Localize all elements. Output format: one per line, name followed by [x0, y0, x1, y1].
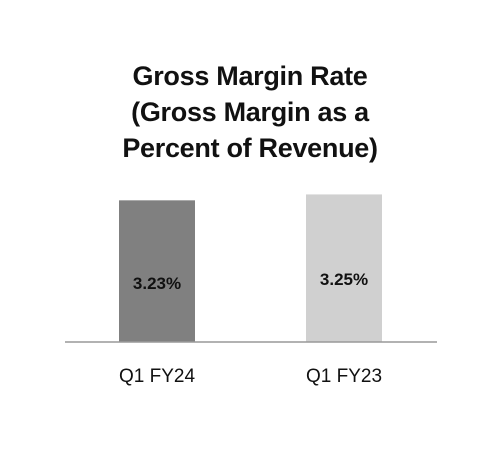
- bar-2: [306, 194, 382, 342]
- bar-value-label-1: 3.23%: [133, 274, 181, 293]
- x-tick-label-1: Q1 FY24: [119, 366, 195, 387]
- chart-title-line-1: Gross Margin Rate: [132, 61, 368, 91]
- chart-title-line-2: (Gross Margin as a: [131, 97, 369, 127]
- bars-group: [119, 194, 382, 342]
- labels-group: 3.23% Q1 FY24 3.25% Q1 FY23: [119, 270, 382, 387]
- chart-title: Gross Margin Rate (Gross Margin as a Per…: [0, 58, 500, 166]
- x-tick-label-2: Q1 FY23: [306, 366, 382, 387]
- bar-value-label-2: 3.25%: [320, 270, 368, 289]
- chart-title-line-3: Percent of Revenue): [122, 133, 378, 163]
- bar-1: [119, 200, 195, 342]
